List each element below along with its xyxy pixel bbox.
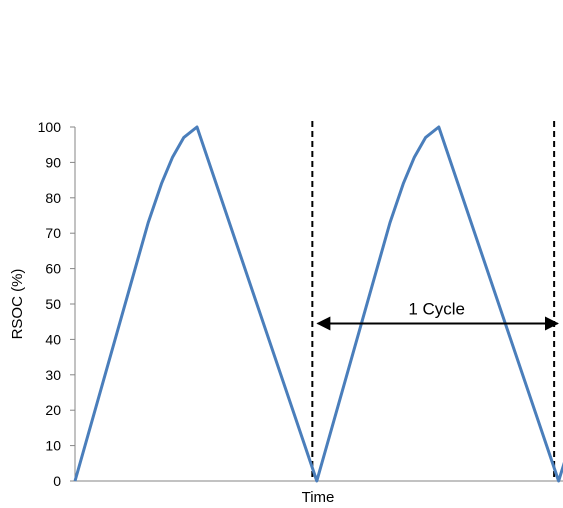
series-layer	[73, 125, 563, 483]
y-tick-label: 70	[45, 225, 61, 241]
y-tick-label: 30	[45, 367, 61, 383]
x-axis-title: Time	[302, 489, 335, 506]
y-tick-label: 50	[45, 296, 61, 312]
y-tick-label: 80	[45, 190, 61, 206]
y-tick-label: 60	[45, 261, 61, 277]
y-tick-label: 0	[53, 473, 61, 489]
y-axis-title: RSOC (%)	[9, 269, 26, 340]
rsoc-series-line	[73, 125, 563, 483]
y-tick-label: 10	[45, 438, 61, 454]
cycle-boundary-markers	[311, 121, 556, 481]
y-tick-label: 100	[38, 119, 62, 135]
y-tick-label: 90	[45, 154, 61, 170]
y-axis: 0 10 20 30 40 50 60 70 80 90 100	[38, 119, 76, 489]
cycle-annotation-label: 1 Cycle	[408, 299, 465, 318]
y-tick-label: 40	[45, 331, 61, 347]
y-tick-label: 20	[45, 402, 61, 418]
annotation-layer: 1 Cycle	[316, 299, 559, 331]
